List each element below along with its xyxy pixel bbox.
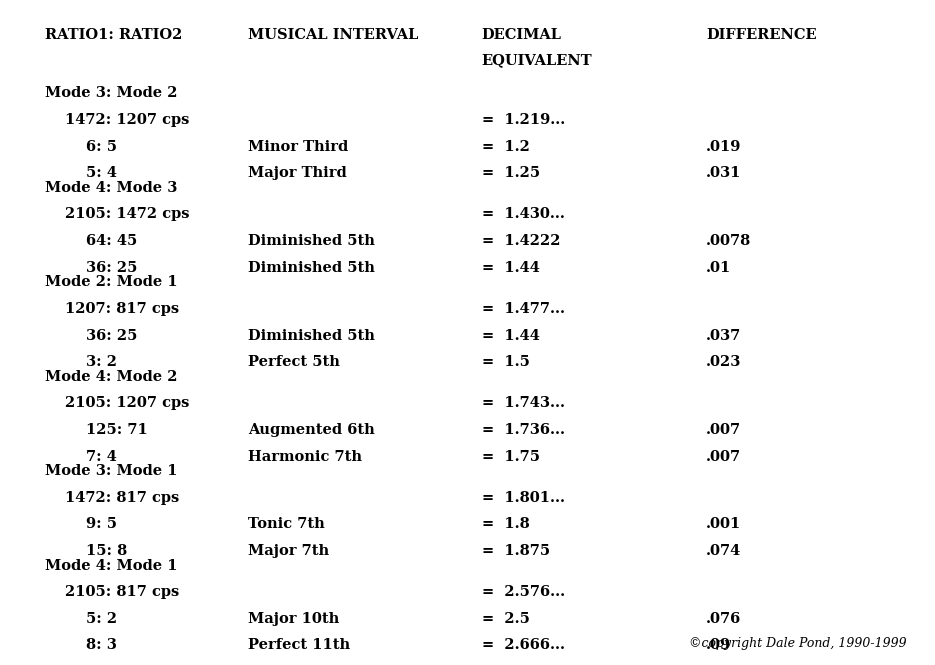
Text: 9: 5: 9: 5 (86, 517, 117, 531)
Text: =  2.666...: = 2.666... (482, 638, 565, 652)
Text: Mode 3: Mode 1: Mode 3: Mode 1 (45, 464, 178, 478)
Text: Harmonic 7th: Harmonic 7th (248, 450, 362, 464)
Text: 8: 3: 8: 3 (86, 638, 117, 652)
Text: 5: 4: 5: 4 (86, 166, 117, 180)
Text: =  1.477...: = 1.477... (482, 302, 565, 316)
Text: =  1.743...: = 1.743... (482, 396, 565, 410)
Text: 5: 2: 5: 2 (86, 612, 117, 626)
Text: =  1.219...: = 1.219... (482, 113, 565, 127)
Text: 1472: 1207 cps: 1472: 1207 cps (65, 113, 190, 127)
Text: .007: .007 (706, 450, 741, 464)
Text: =  1.430...: = 1.430... (482, 207, 565, 221)
Text: EQUIVALENT: EQUIVALENT (482, 53, 592, 67)
Text: 64: 45: 64: 45 (86, 234, 137, 248)
Text: Mode 4: Mode 1: Mode 4: Mode 1 (45, 559, 178, 573)
Text: ©copyright Dale Pond, 1990-1999: ©copyright Dale Pond, 1990-1999 (689, 637, 907, 650)
Text: Major 10th: Major 10th (248, 612, 339, 626)
Text: .01: .01 (706, 261, 731, 275)
Text: .0078: .0078 (706, 234, 751, 248)
Text: DIFFERENCE: DIFFERENCE (706, 28, 816, 42)
Text: =  1.736...: = 1.736... (482, 423, 565, 437)
Text: .007: .007 (706, 423, 741, 437)
Text: =  2.5: = 2.5 (482, 612, 529, 626)
Text: =  1.44: = 1.44 (482, 329, 539, 342)
Text: =  2.576...: = 2.576... (482, 585, 565, 599)
Text: Perfect 5th: Perfect 5th (248, 355, 339, 369)
Text: =  1.801...: = 1.801... (482, 491, 565, 505)
Text: RATIO1: RATIO2: RATIO1: RATIO2 (45, 28, 182, 42)
Text: 2105: 1207 cps: 2105: 1207 cps (65, 396, 190, 410)
Text: 15: 8: 15: 8 (86, 544, 127, 558)
Text: =  1.75: = 1.75 (482, 450, 539, 464)
Text: =  1.4222: = 1.4222 (482, 234, 560, 248)
Text: .074: .074 (706, 544, 741, 558)
Text: 2105: 817 cps: 2105: 817 cps (65, 585, 180, 599)
Text: Diminished 5th: Diminished 5th (248, 234, 375, 248)
Text: Diminished 5th: Diminished 5th (248, 329, 375, 342)
Text: Diminished 5th: Diminished 5th (248, 261, 375, 275)
Text: MUSICAL INTERVAL: MUSICAL INTERVAL (248, 28, 418, 42)
Text: .076: .076 (706, 612, 741, 626)
Text: Perfect 11th: Perfect 11th (248, 638, 350, 652)
Text: 125: 71: 125: 71 (86, 423, 148, 437)
Text: =  1.44: = 1.44 (482, 261, 539, 275)
Text: 7: 4: 7: 4 (86, 450, 117, 464)
Text: .019: .019 (706, 140, 741, 154)
Text: Tonic 7th: Tonic 7th (248, 517, 324, 531)
Text: Minor Third: Minor Third (248, 140, 348, 154)
Text: Mode 4: Mode 3: Mode 4: Mode 3 (45, 181, 178, 195)
Text: 36: 25: 36: 25 (86, 329, 137, 342)
Text: .023: .023 (706, 355, 741, 369)
Text: .001: .001 (706, 517, 741, 531)
Text: =  1.25: = 1.25 (482, 166, 539, 180)
Text: 6: 5: 6: 5 (86, 140, 117, 154)
Text: .09: .09 (706, 638, 731, 652)
Text: =  1.8: = 1.8 (482, 517, 529, 531)
Text: .031: .031 (706, 166, 741, 180)
Text: Major Third: Major Third (248, 166, 347, 180)
Text: =  1.2: = 1.2 (482, 140, 529, 154)
Text: DECIMAL: DECIMAL (482, 28, 562, 42)
Text: 1207: 817 cps: 1207: 817 cps (65, 302, 180, 316)
Text: =  1.5: = 1.5 (482, 355, 529, 369)
Text: Mode 4: Mode 2: Mode 4: Mode 2 (45, 370, 178, 384)
Text: Major 7th: Major 7th (248, 544, 329, 558)
Text: 36: 25: 36: 25 (86, 261, 137, 275)
Text: 1472: 817 cps: 1472: 817 cps (65, 491, 180, 505)
Text: .037: .037 (706, 329, 741, 342)
Text: 3: 2: 3: 2 (86, 355, 117, 369)
Text: Augmented 6th: Augmented 6th (248, 423, 375, 437)
Text: 2105: 1472 cps: 2105: 1472 cps (65, 207, 190, 221)
Text: Mode 3: Mode 2: Mode 3: Mode 2 (45, 86, 178, 100)
Text: =  1.875: = 1.875 (482, 544, 550, 558)
Text: Mode 2: Mode 1: Mode 2: Mode 1 (45, 275, 178, 289)
